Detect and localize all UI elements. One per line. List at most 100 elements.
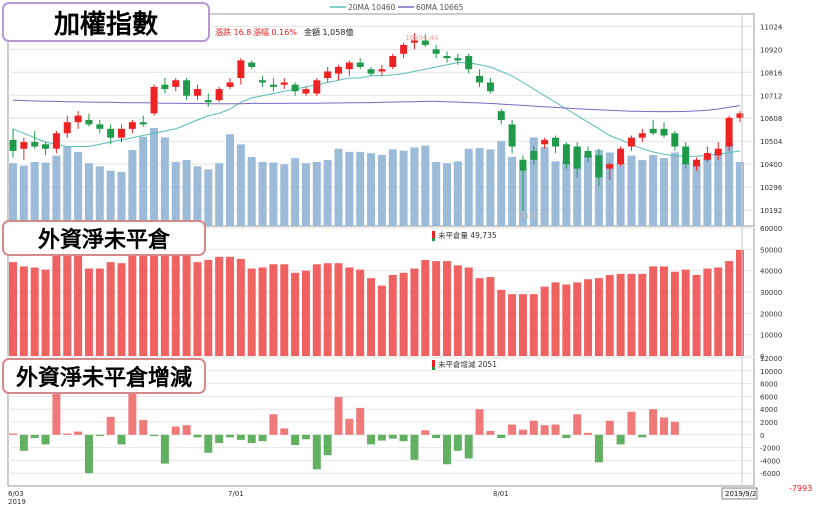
candle-body: [519, 159, 527, 171]
candle-body: [85, 120, 93, 125]
change-bar: [399, 434, 408, 442]
candle-body: [552, 137, 559, 147]
price-tick-label: 10920: [760, 46, 782, 54]
oi-change-panel-title: 外資淨未平倉增減: [2, 358, 206, 394]
volume-bar: [714, 151, 723, 226]
change-bar: [562, 434, 571, 438]
candle-body: [172, 80, 180, 87]
oi-bar: [508, 294, 517, 356]
candle-body: [52, 133, 60, 149]
volume-bar: [356, 151, 365, 226]
info-pct: 漲幅 0.16%: [253, 27, 297, 37]
candle-body: [128, 122, 136, 129]
oi-bar: [312, 264, 321, 356]
volume-bar: [649, 155, 658, 226]
price-tick-label: 10296: [760, 184, 783, 192]
oi-bar: [692, 274, 701, 356]
oi-bar: [562, 284, 571, 356]
candle-body: [725, 117, 733, 147]
candle-body: [107, 128, 115, 138]
change-bar: [236, 434, 245, 440]
candle-body: [508, 124, 516, 147]
candle-body: [259, 80, 267, 83]
axis-labels: 10192 10296 10400 10504 10608 10712 10816 10920…: [760, 23, 783, 478]
candle-body: [454, 58, 462, 61]
info-change: 漲跌 16.8: [215, 27, 251, 37]
candle-body: [291, 84, 299, 92]
candle-body: [302, 89, 310, 94]
candle-body: [96, 124, 104, 129]
change-tick-label: -4000: [760, 457, 780, 465]
change-tick-label: -6000: [760, 470, 780, 478]
volume-bar: [182, 160, 191, 226]
change-bar: [19, 434, 28, 451]
candle-body: [421, 40, 429, 45]
volume-bar: [95, 166, 104, 226]
oi-bar: [150, 245, 159, 356]
oi-bar: [540, 286, 549, 356]
oi-bar: [464, 267, 473, 356]
main-panel-title: 加權指數: [2, 2, 210, 42]
volume-bar: [139, 136, 148, 226]
candle-body: [356, 62, 364, 67]
change-bar: [84, 434, 93, 474]
oi-bar: [367, 278, 376, 356]
oi-bar: [128, 245, 137, 356]
volume-bar: [594, 149, 603, 226]
volume-bar: [638, 160, 647, 226]
candle-body: [638, 133, 646, 138]
ma20-line: [12, 62, 740, 157]
candle-body: [31, 142, 39, 147]
price-tick-label: 10608: [760, 115, 782, 123]
candle-body: [703, 153, 711, 160]
oi-bar: [52, 255, 61, 356]
candle-body: [204, 100, 212, 103]
oi-bar: [649, 266, 658, 356]
oi-bar: [388, 274, 397, 356]
change-bar: [323, 434, 332, 456]
change-bar: [171, 426, 180, 435]
volume-bar: [74, 151, 83, 226]
candle-body: [150, 86, 158, 114]
candle-body: [42, 144, 50, 149]
legend-oi-swatch-down: [432, 238, 435, 241]
cursor-date-label: 2019/9/2: [725, 490, 756, 498]
volume-bar: [432, 161, 441, 226]
oi-bar: [117, 263, 126, 356]
cursor-date-box: [721, 487, 758, 500]
candle-body: [237, 60, 245, 79]
oi-bar: [182, 251, 191, 356]
oi-bar: [334, 263, 343, 356]
price-tick-label: 10400: [760, 161, 782, 169]
price-tick-label: 10504: [760, 138, 783, 146]
volume-bar: [323, 160, 332, 226]
high-annotation: 10994.44: [405, 34, 439, 42]
oi-bar: [497, 289, 506, 356]
change-bar: [356, 407, 365, 435]
oi-bar: [725, 261, 734, 356]
candle-body: [367, 69, 375, 74]
oi-bar: [95, 268, 104, 356]
foreign-oi-panel-title: 外資淨未平倉: [2, 220, 206, 256]
change-tick-label: 6000: [760, 393, 778, 401]
candle-body: [736, 113, 744, 118]
change-bar: [453, 434, 462, 451]
change-bar: [247, 434, 256, 444]
oi-bar: [573, 282, 582, 356]
change-bar: [638, 434, 647, 438]
volume-bar: [150, 128, 159, 226]
legend-ma60-label: 60MA 10665: [416, 3, 464, 12]
volume-bar: [193, 166, 202, 226]
change-bar: [475, 409, 484, 435]
volume-bar: [30, 161, 39, 226]
oi-bar: [30, 267, 39, 356]
volume-bar: [421, 145, 430, 226]
candle-body: [269, 84, 277, 87]
oi-bar: [345, 267, 354, 356]
volume-bar: [312, 161, 321, 226]
volume-bar: [540, 146, 549, 226]
candle-body: [118, 128, 125, 138]
change-bar: [660, 417, 668, 435]
volume-bar: [562, 161, 571, 226]
volume-bar: [453, 161, 462, 226]
